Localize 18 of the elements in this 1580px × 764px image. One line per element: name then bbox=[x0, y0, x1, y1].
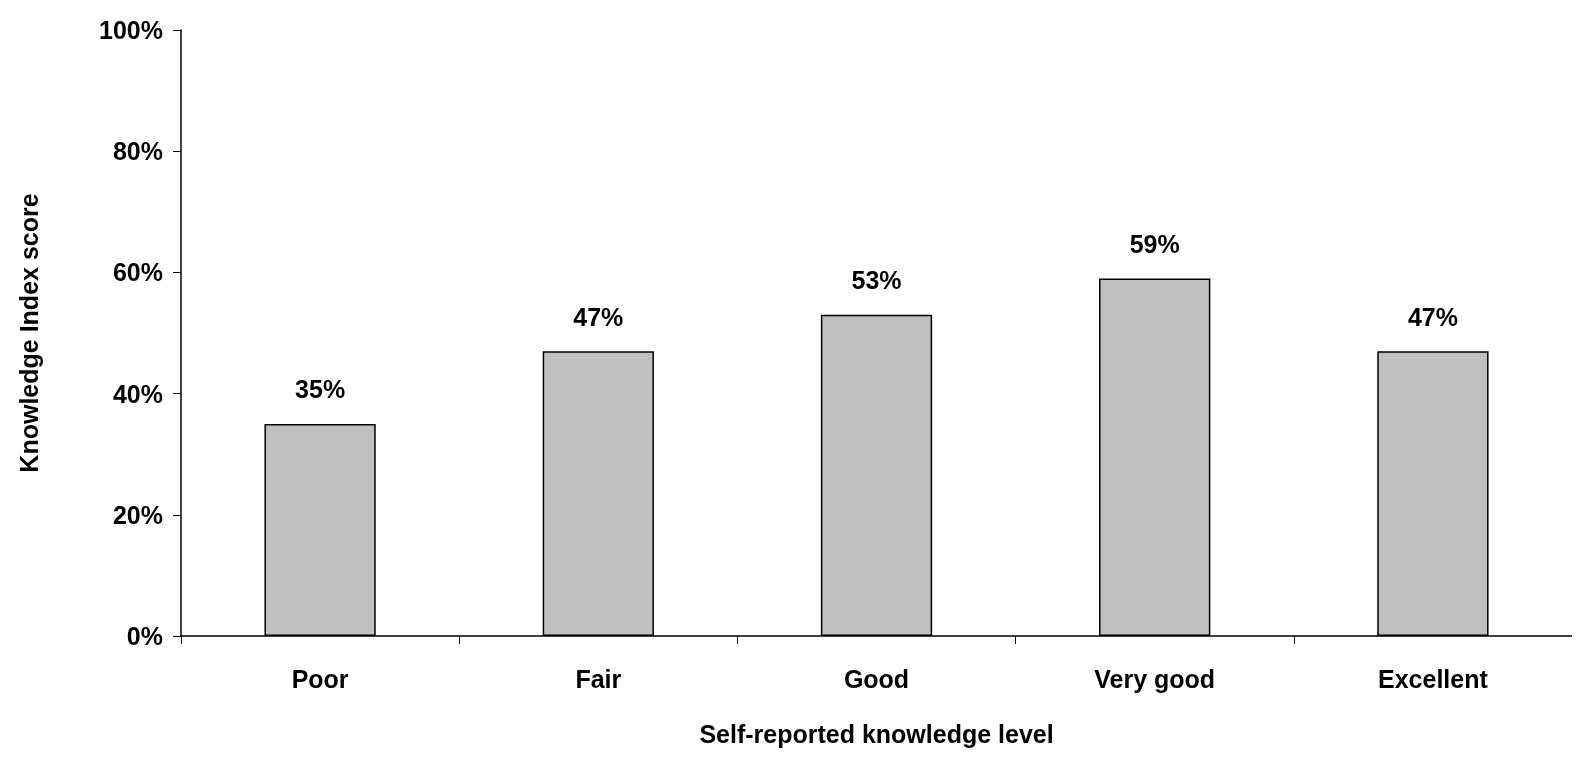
x-tick-label: Excellent bbox=[1378, 664, 1489, 693]
y-tick-label: 60% bbox=[112, 258, 163, 287]
y-axis-title: Knowledge Index score bbox=[14, 193, 43, 473]
data-label: 47% bbox=[1407, 302, 1458, 331]
x-tick-label: Fair bbox=[575, 664, 622, 693]
data-label: 53% bbox=[851, 266, 902, 295]
data-label: 47% bbox=[573, 302, 624, 331]
data-label: 59% bbox=[1129, 229, 1180, 258]
y-tick-label: 20% bbox=[112, 500, 163, 529]
y-tick-label: 0% bbox=[126, 622, 163, 650]
y-tick-label: 80% bbox=[112, 137, 163, 166]
x-tick-label: Very good bbox=[1094, 664, 1216, 693]
x-tick-label: Poor bbox=[291, 664, 349, 693]
y-tick-label: 40% bbox=[112, 379, 163, 408]
data-label: 35% bbox=[295, 375, 346, 404]
x-tick-label: Good bbox=[843, 664, 910, 693]
y-tick-label: 100% bbox=[99, 16, 163, 44]
x-axis-title: Self-reported knowledge level bbox=[699, 719, 1054, 748]
